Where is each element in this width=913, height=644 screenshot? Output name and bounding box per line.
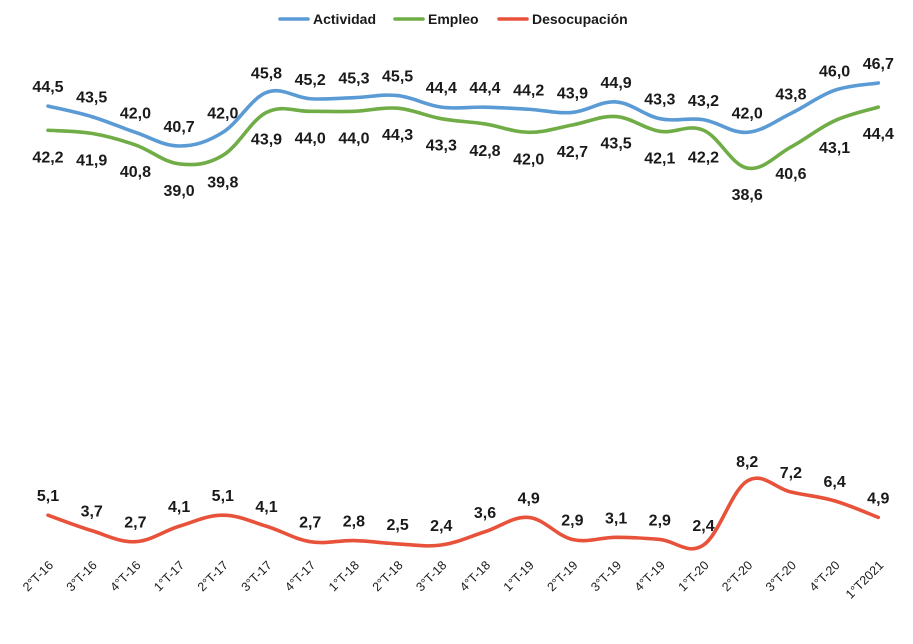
- series-line-empleo: [46, 105, 881, 171]
- data-label-empleo: 41,9: [76, 152, 107, 169]
- data-label-empleo: 43,5: [601, 136, 632, 153]
- data-label-actividad: 45,2: [295, 72, 326, 89]
- series-line-desocupacion: [46, 476, 881, 551]
- data-label-actividad: 42,0: [120, 105, 151, 122]
- data-label-desocupacion: 5,1: [212, 488, 234, 505]
- data-label-empleo: 43,3: [426, 138, 457, 155]
- x-tick-label: 4°T-18: [457, 558, 493, 594]
- data-label-actividad: 44,5: [32, 79, 63, 96]
- x-tick-label: 1°T-17: [151, 558, 187, 594]
- data-label-empleo: 44,0: [295, 130, 326, 147]
- data-label-actividad: 45,3: [338, 71, 369, 88]
- data-label-empleo: 39,8: [207, 174, 238, 191]
- data-label-empleo: 43,9: [251, 131, 282, 148]
- data-label-actividad: 45,8: [251, 65, 282, 82]
- legend-label-empleo: Empleo: [428, 11, 479, 27]
- data-label-empleo: 40,6: [775, 166, 806, 183]
- data-label-desocupacion: 2,8: [343, 514, 365, 531]
- x-tick-label: 1°T-19: [501, 558, 537, 594]
- data-label-desocupacion: 5,1: [37, 488, 59, 505]
- data-label-desocupacion: 4,1: [255, 499, 277, 516]
- data-label-actividad: 46,0: [819, 63, 850, 80]
- data-label-desocupacion: 3,7: [81, 504, 103, 521]
- data-label-desocupacion: 2,4: [430, 518, 452, 535]
- data-label-actividad: 40,7: [164, 119, 195, 136]
- x-tick-label: 1°T-18: [326, 558, 362, 594]
- data-label-empleo: 42,2: [32, 149, 63, 166]
- data-label-desocupacion: 3,1: [605, 510, 627, 527]
- data-label-empleo: 42,1: [644, 150, 675, 167]
- data-label-empleo: 38,6: [732, 187, 763, 204]
- data-label-actividad: 44,9: [601, 75, 632, 92]
- x-tick-label: 3°T-16: [64, 558, 100, 594]
- x-tick-label: 3°T-18: [413, 558, 449, 594]
- data-label-actividad: 42,0: [732, 105, 763, 122]
- x-tick-label: 4°T-16: [107, 558, 143, 594]
- x-tick-label: 2°T-17: [195, 558, 231, 594]
- legend-label-actividad: Actividad: [313, 11, 376, 27]
- data-label-actividad: 44,4: [426, 80, 457, 97]
- data-label-actividad: 43,2: [688, 93, 719, 110]
- data-label-desocupacion: 8,2: [736, 454, 758, 471]
- x-tick-label: 1°T2021: [843, 558, 886, 601]
- data-label-desocupacion: 2,9: [649, 512, 671, 529]
- x-tick-label: 4°T-20: [807, 558, 843, 594]
- x-tick-label: 3°T-19: [588, 558, 624, 594]
- data-label-empleo: 43,1: [819, 140, 850, 157]
- data-label-actividad: 44,2: [513, 82, 544, 99]
- data-label-actividad: 46,7: [863, 56, 894, 73]
- data-label-desocupacion: 2,5: [386, 517, 408, 534]
- series-line-actividad: [46, 81, 881, 148]
- data-label-empleo: 44,0: [338, 130, 369, 147]
- data-label-desocupacion: 4,1: [168, 499, 190, 516]
- x-tick-label: 2°T-19: [544, 558, 580, 594]
- data-label-empleo: 42,0: [513, 151, 544, 168]
- data-label-actividad: 43,8: [775, 86, 806, 103]
- data-label-actividad: 44,4: [469, 80, 500, 97]
- data-label-actividad: 43,5: [76, 90, 107, 107]
- x-tick-label: 3°T-20: [763, 558, 799, 594]
- data-label-desocupacion: 2,7: [124, 515, 146, 532]
- x-tick-label: 2°T-16: [20, 558, 56, 594]
- data-label-actividad: 43,9: [557, 85, 588, 102]
- x-tick-label: 1°T-20: [676, 558, 712, 594]
- data-label-actividad: 45,5: [382, 69, 413, 86]
- data-label-desocupacion: 4,9: [518, 490, 540, 507]
- x-tick-label: 2°T-20: [719, 558, 755, 594]
- x-tick-label: 3°T-17: [239, 558, 275, 594]
- data-label-empleo: 40,8: [120, 164, 151, 181]
- data-label-desocupacion: 4,9: [867, 490, 889, 507]
- data-label-empleo: 42,8: [469, 143, 500, 160]
- data-label-desocupacion: 3,6: [474, 505, 496, 522]
- data-label-desocupacion: 6,4: [823, 474, 845, 491]
- data-label-actividad: 43,3: [644, 92, 675, 109]
- x-tick-label: 4°T-17: [282, 558, 318, 594]
- data-label-desocupacion: 2,4: [692, 518, 714, 535]
- data-label-actividad: 42,0: [207, 105, 238, 122]
- data-label-empleo: 44,3: [382, 127, 413, 144]
- x-tick-label: 2°T-18: [370, 558, 406, 594]
- data-label-desocupacion: 2,7: [299, 515, 321, 532]
- data-label-empleo: 42,7: [557, 144, 588, 161]
- data-label-desocupacion: 7,2: [780, 465, 802, 482]
- data-label-empleo: 42,2: [688, 149, 719, 166]
- legend-label-desocupacion: Desocupación: [532, 11, 628, 27]
- data-label-empleo: 39,0: [164, 183, 195, 200]
- x-tick-label: 4°T-19: [632, 558, 668, 594]
- data-label-desocupacion: 2,9: [561, 512, 583, 529]
- data-label-empleo: 44,4: [863, 126, 894, 143]
